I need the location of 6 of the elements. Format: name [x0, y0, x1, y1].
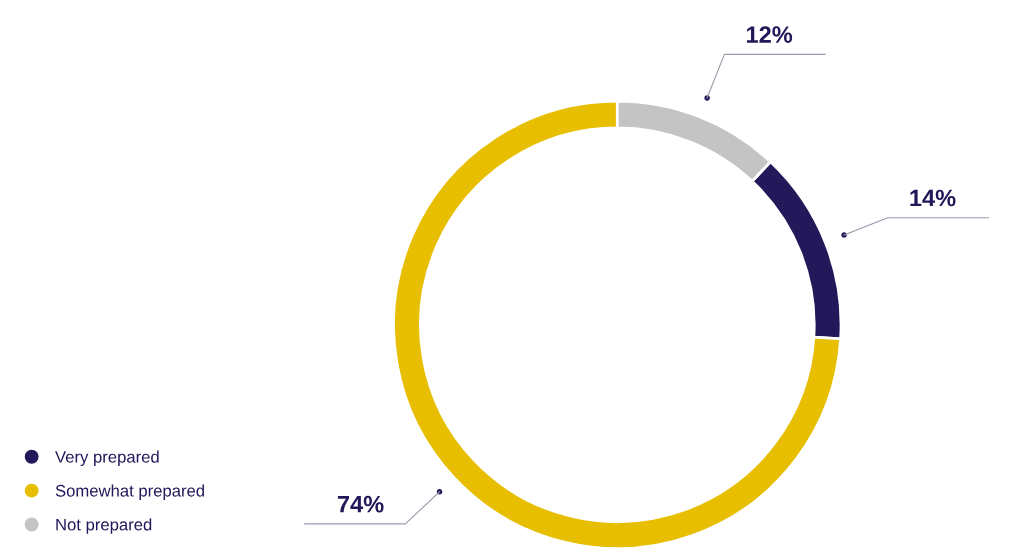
data-label: 14%: [910, 189, 956, 207]
legend-label: Not prepared: [56, 518, 152, 534]
data-label: 12%: [747, 26, 793, 43]
legend-label: Very prepared: [55, 450, 159, 467]
legend-label: Somewhat prepared: [55, 484, 205, 500]
data-label: 74%: [337, 495, 384, 513]
